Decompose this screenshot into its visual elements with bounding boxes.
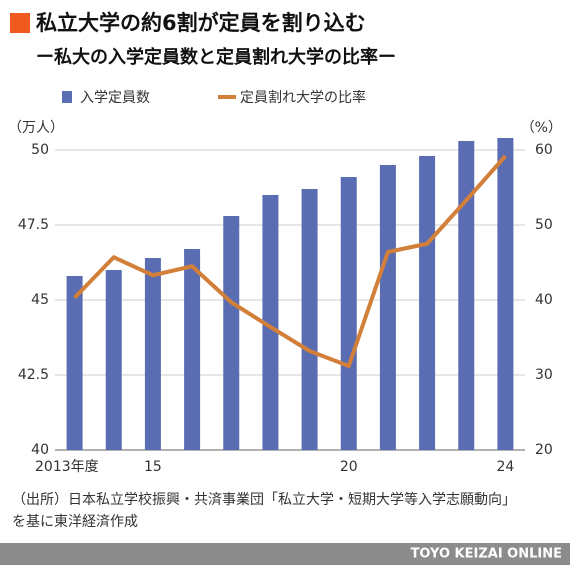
title-marker (10, 13, 30, 33)
source: （出所）日本私立学校振興・共済事業団「私立大学・短期大学等入学志願動向」 (12, 491, 516, 508)
chart-title: 私立大学の約6割が定員を割り込む (36, 11, 366, 35)
chart-subtitle: ー私大の入学定員数と定員割れ大学の比率ー (36, 46, 396, 68)
y-tick-label: 40 (31, 442, 49, 458)
y-axis-label: （万人） (8, 120, 64, 136)
bar (497, 138, 514, 450)
bar (419, 156, 436, 450)
y2-tick-label: 30 (535, 367, 553, 383)
y2-tick-label: 50 (535, 217, 553, 233)
y-tick-label: 42.5 (18, 367, 49, 383)
bar (223, 216, 240, 450)
footer: TOYO KEIZAI ONLINE (411, 547, 562, 562)
y-tick-label: 47.5 (18, 217, 49, 233)
bar (262, 195, 279, 450)
y2-axis-label: （%） (521, 120, 562, 136)
bar (301, 189, 318, 450)
line (73, 154, 507, 368)
x-tick-label: 24 (497, 459, 515, 475)
x-tick-label: 20 (340, 459, 358, 475)
bar (144, 258, 161, 450)
y2-tick-label: 60 (535, 142, 553, 158)
x-tick-label: 15 (144, 459, 162, 475)
bar (66, 276, 83, 450)
x-tick-label: 2013年度 (35, 459, 99, 475)
y2-tick-label: 20 (535, 442, 553, 458)
legend-label: 定員割れ大学の比率 (240, 89, 366, 106)
bar (105, 270, 122, 450)
bar (340, 177, 357, 450)
legend-swatch (62, 91, 72, 103)
footer-bar (0, 543, 570, 565)
y-tick-label: 45 (31, 292, 49, 308)
bar (379, 165, 396, 450)
legend-label: 入学定員数 (80, 90, 150, 106)
source: を基に東洋経済作成 (12, 513, 138, 530)
y2-tick-label: 40 (535, 292, 553, 308)
y-tick-label: 50 (31, 142, 49, 158)
bar (458, 141, 475, 450)
bar (184, 249, 201, 450)
